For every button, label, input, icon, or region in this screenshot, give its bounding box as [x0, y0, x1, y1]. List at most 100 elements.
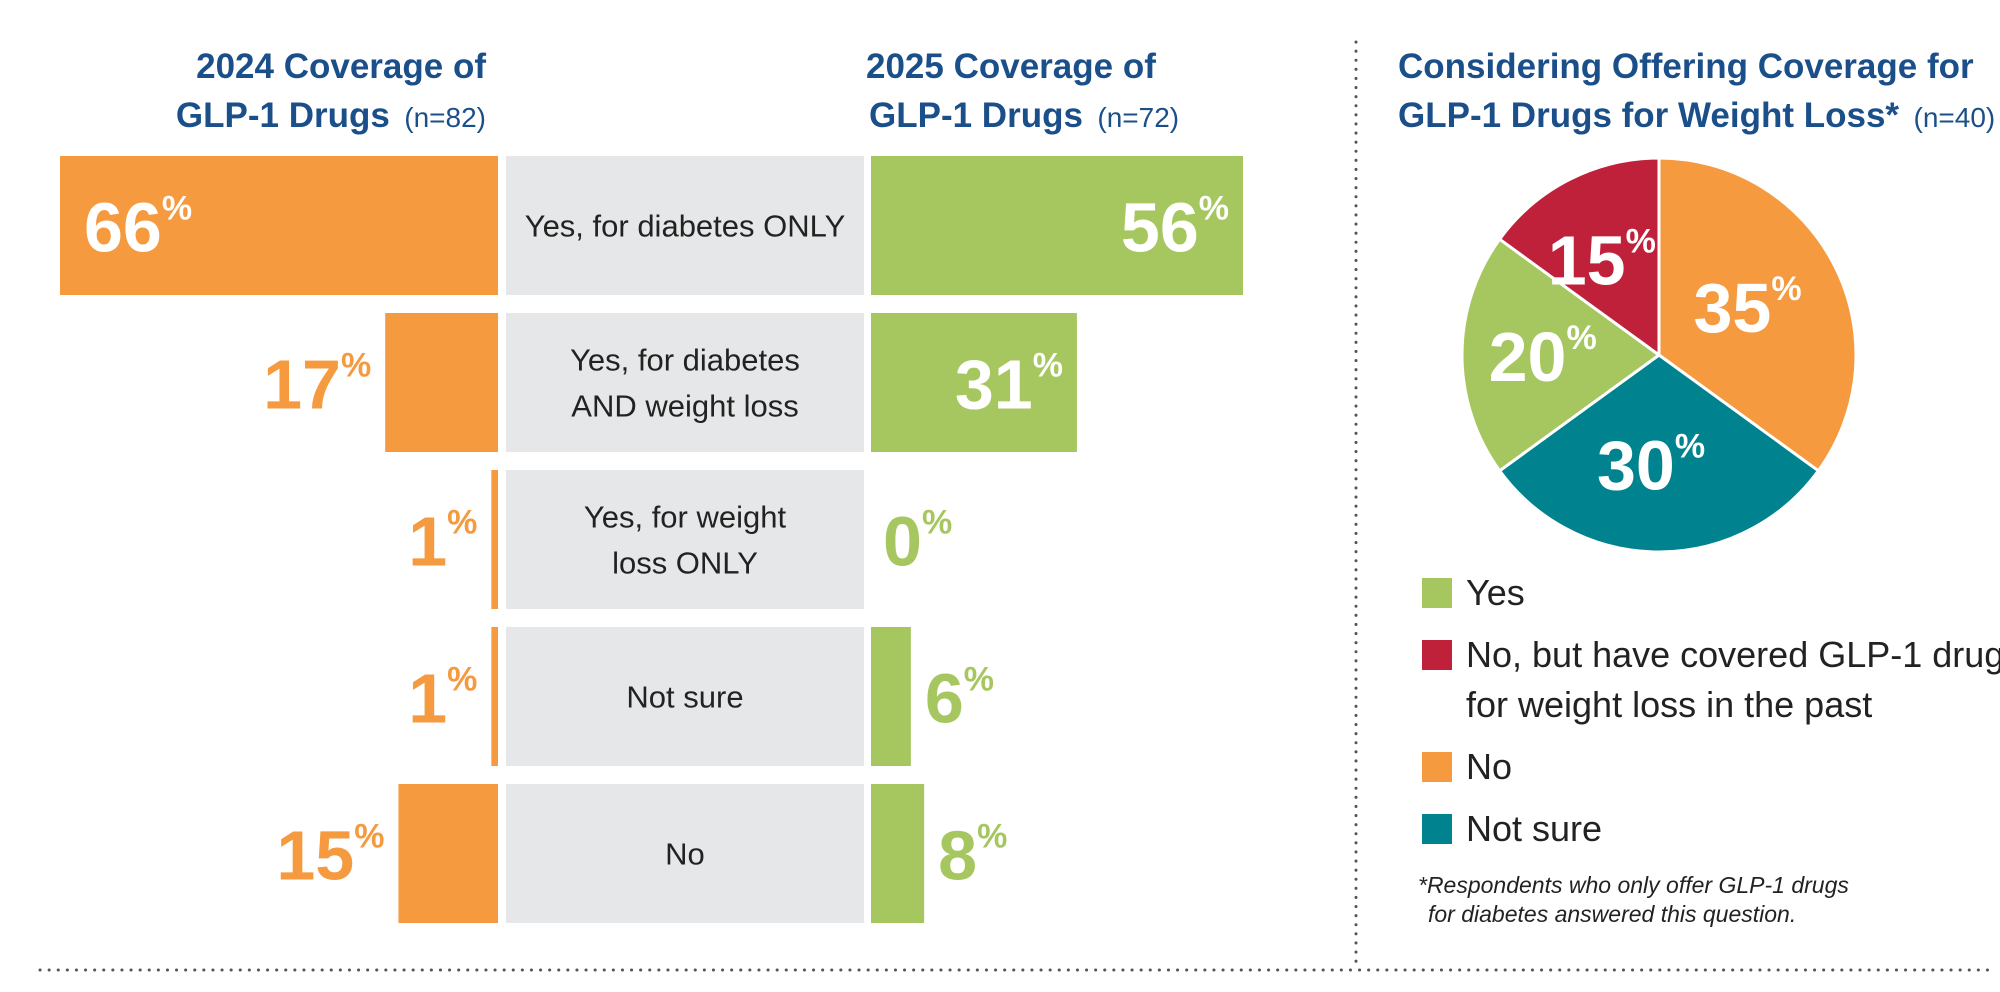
data-label-2024-value: 17 [263, 346, 341, 424]
bar-2025 [871, 627, 911, 766]
data-label-2024: 1% [408, 660, 477, 738]
category-label: loss ONLY [612, 546, 758, 581]
data-label-2025-percent-sign: % [1199, 190, 1229, 228]
pie-slice-label: 35% [1693, 269, 1801, 347]
title-2024-line2-group: GLP-1 Drugs (n=82) [176, 96, 486, 135]
pie-slice-label-percent-sign: % [1626, 222, 1656, 260]
data-label-2025-value: 31 [955, 346, 1033, 424]
data-label-2025: 56% [1121, 189, 1229, 267]
pie-slice-label: 15% [1548, 221, 1656, 299]
data-label-2024-percent-sign: % [162, 190, 192, 228]
legend-swatch [1422, 752, 1452, 782]
title-2025-n: (n=72) [1097, 102, 1179, 133]
data-label-2025: 6% [925, 660, 994, 738]
footnote-line1: *Respondents who only offer GLP-1 drugs [1418, 872, 1849, 898]
data-label-2025: 8% [938, 817, 1007, 895]
bar-2025 [871, 784, 925, 923]
pie-slice-label-value: 30 [1597, 426, 1675, 504]
category-label: Yes, for diabetes [570, 343, 800, 378]
data-label-2024: 66% [84, 189, 192, 267]
legend-item: Yes [1422, 572, 1525, 613]
legend-label: for weight loss in the past [1466, 684, 1872, 725]
bar-2024 [385, 313, 498, 452]
title-2024-line1: 2024 Coverage of [196, 47, 486, 86]
data-label-2025-percent-sign: % [922, 504, 952, 542]
data-label-2025-value: 0 [883, 503, 922, 581]
bar-2024 [60, 156, 498, 295]
data-label-2024: 17% [263, 346, 371, 424]
category-label: No [665, 837, 705, 872]
title-2025-line2: GLP-1 Drugs [869, 96, 1083, 135]
title-2024-n: (n=82) [404, 102, 486, 133]
category-label-box [506, 470, 864, 609]
bar-2025 [871, 156, 1243, 295]
pie-slice-label-percent-sign: % [1771, 270, 1801, 308]
legend: Yes No, but have covered GLP-1 drugs for w… [1422, 572, 2000, 849]
data-label-2024: 15% [276, 817, 384, 895]
legend-label: Yes [1466, 572, 1525, 613]
category-label: Not sure [626, 680, 743, 715]
data-label-2025: 0% [883, 503, 952, 581]
title-2024-line2: GLP-1 Drugs [176, 96, 390, 135]
title-2024: 2024 Coverage of GLP-1 Drugs (n=82) [176, 47, 486, 135]
legend-label: Not sure [1466, 808, 1602, 849]
pie-slice-label: 20% [1489, 318, 1597, 396]
pie-slice-label-value: 20 [1489, 318, 1567, 396]
category-label: AND weight loss [571, 389, 798, 424]
category-label-box [506, 784, 864, 923]
data-label-2025-percent-sign: % [964, 661, 994, 699]
pie-slice-label-value: 35 [1693, 269, 1771, 347]
data-label-2025-percent-sign: % [977, 818, 1007, 856]
title-pie-n: (n=40) [1914, 102, 1996, 133]
data-label-2025-value: 6 [925, 660, 964, 738]
footnote-line2: for diabetes answered this question. [1428, 901, 1796, 927]
title-pie-line2-group: GLP-1 Drugs for Weight Loss* (n=40) [1398, 96, 1995, 135]
title-pie: Considering Offering Coverage for GLP-1 … [1398, 47, 1995, 135]
data-label-2024: 1% [408, 503, 477, 581]
legend-item: Not sure [1422, 808, 1602, 849]
data-label-2024-percent-sign: % [354, 818, 384, 856]
data-label-2024-value: 15 [276, 817, 354, 895]
pie-layer: 35%30%20%15% [1460, 156, 1858, 554]
data-label-2024-value: 1 [408, 660, 447, 738]
pie-slice-label: 30% [1597, 426, 1705, 504]
pie-slice-label-value: 15 [1548, 221, 1626, 299]
pie-slice-label-percent-sign: % [1566, 319, 1596, 357]
category-label: Yes, for weight [584, 500, 787, 535]
bar-2024 [491, 470, 498, 609]
data-label-2024-percent-sign: % [447, 661, 477, 699]
data-label-2024-percent-sign: % [341, 347, 371, 385]
title-2025: 2025 Coverage of GLP-1 Drugs (n=72) [866, 47, 1179, 135]
legend-label: No [1466, 746, 1512, 787]
legend-swatch [1422, 814, 1452, 844]
title-2025-line1: 2025 Coverage of [866, 47, 1156, 86]
pie-slice [1497, 353, 1821, 554]
data-label-2025-value: 56 [1121, 189, 1199, 267]
legend-item: No [1422, 746, 1512, 787]
data-label-2025-percent-sign: % [1033, 347, 1063, 385]
legend-swatch [1422, 640, 1452, 670]
data-label-2024-percent-sign: % [447, 504, 477, 542]
category-label-box [506, 627, 864, 766]
bar-2024 [491, 627, 498, 766]
pie-slice [1460, 237, 1662, 473]
pie-slice [1497, 156, 1661, 358]
data-label-2024-value: 1 [408, 503, 447, 581]
pie-slice-label-percent-sign: % [1675, 427, 1705, 465]
legend-swatch [1422, 578, 1452, 608]
title-pie-line2: GLP-1 Drugs for Weight Loss* [1398, 96, 1899, 135]
legend-item: No, but have covered GLP-1 drugs for weig… [1422, 634, 2000, 725]
bar-2024 [398, 784, 498, 923]
footnote: *Respondents who only offer GLP-1 drugs … [1418, 872, 1849, 927]
title-2025-line2-group: GLP-1 Drugs (n=72) [869, 96, 1179, 135]
category-label-box [506, 313, 864, 452]
legend-label: No, but have covered GLP-1 drugs [1466, 634, 2000, 675]
data-label-2025-value: 8 [938, 817, 977, 895]
pie-slice [1657, 156, 1858, 473]
